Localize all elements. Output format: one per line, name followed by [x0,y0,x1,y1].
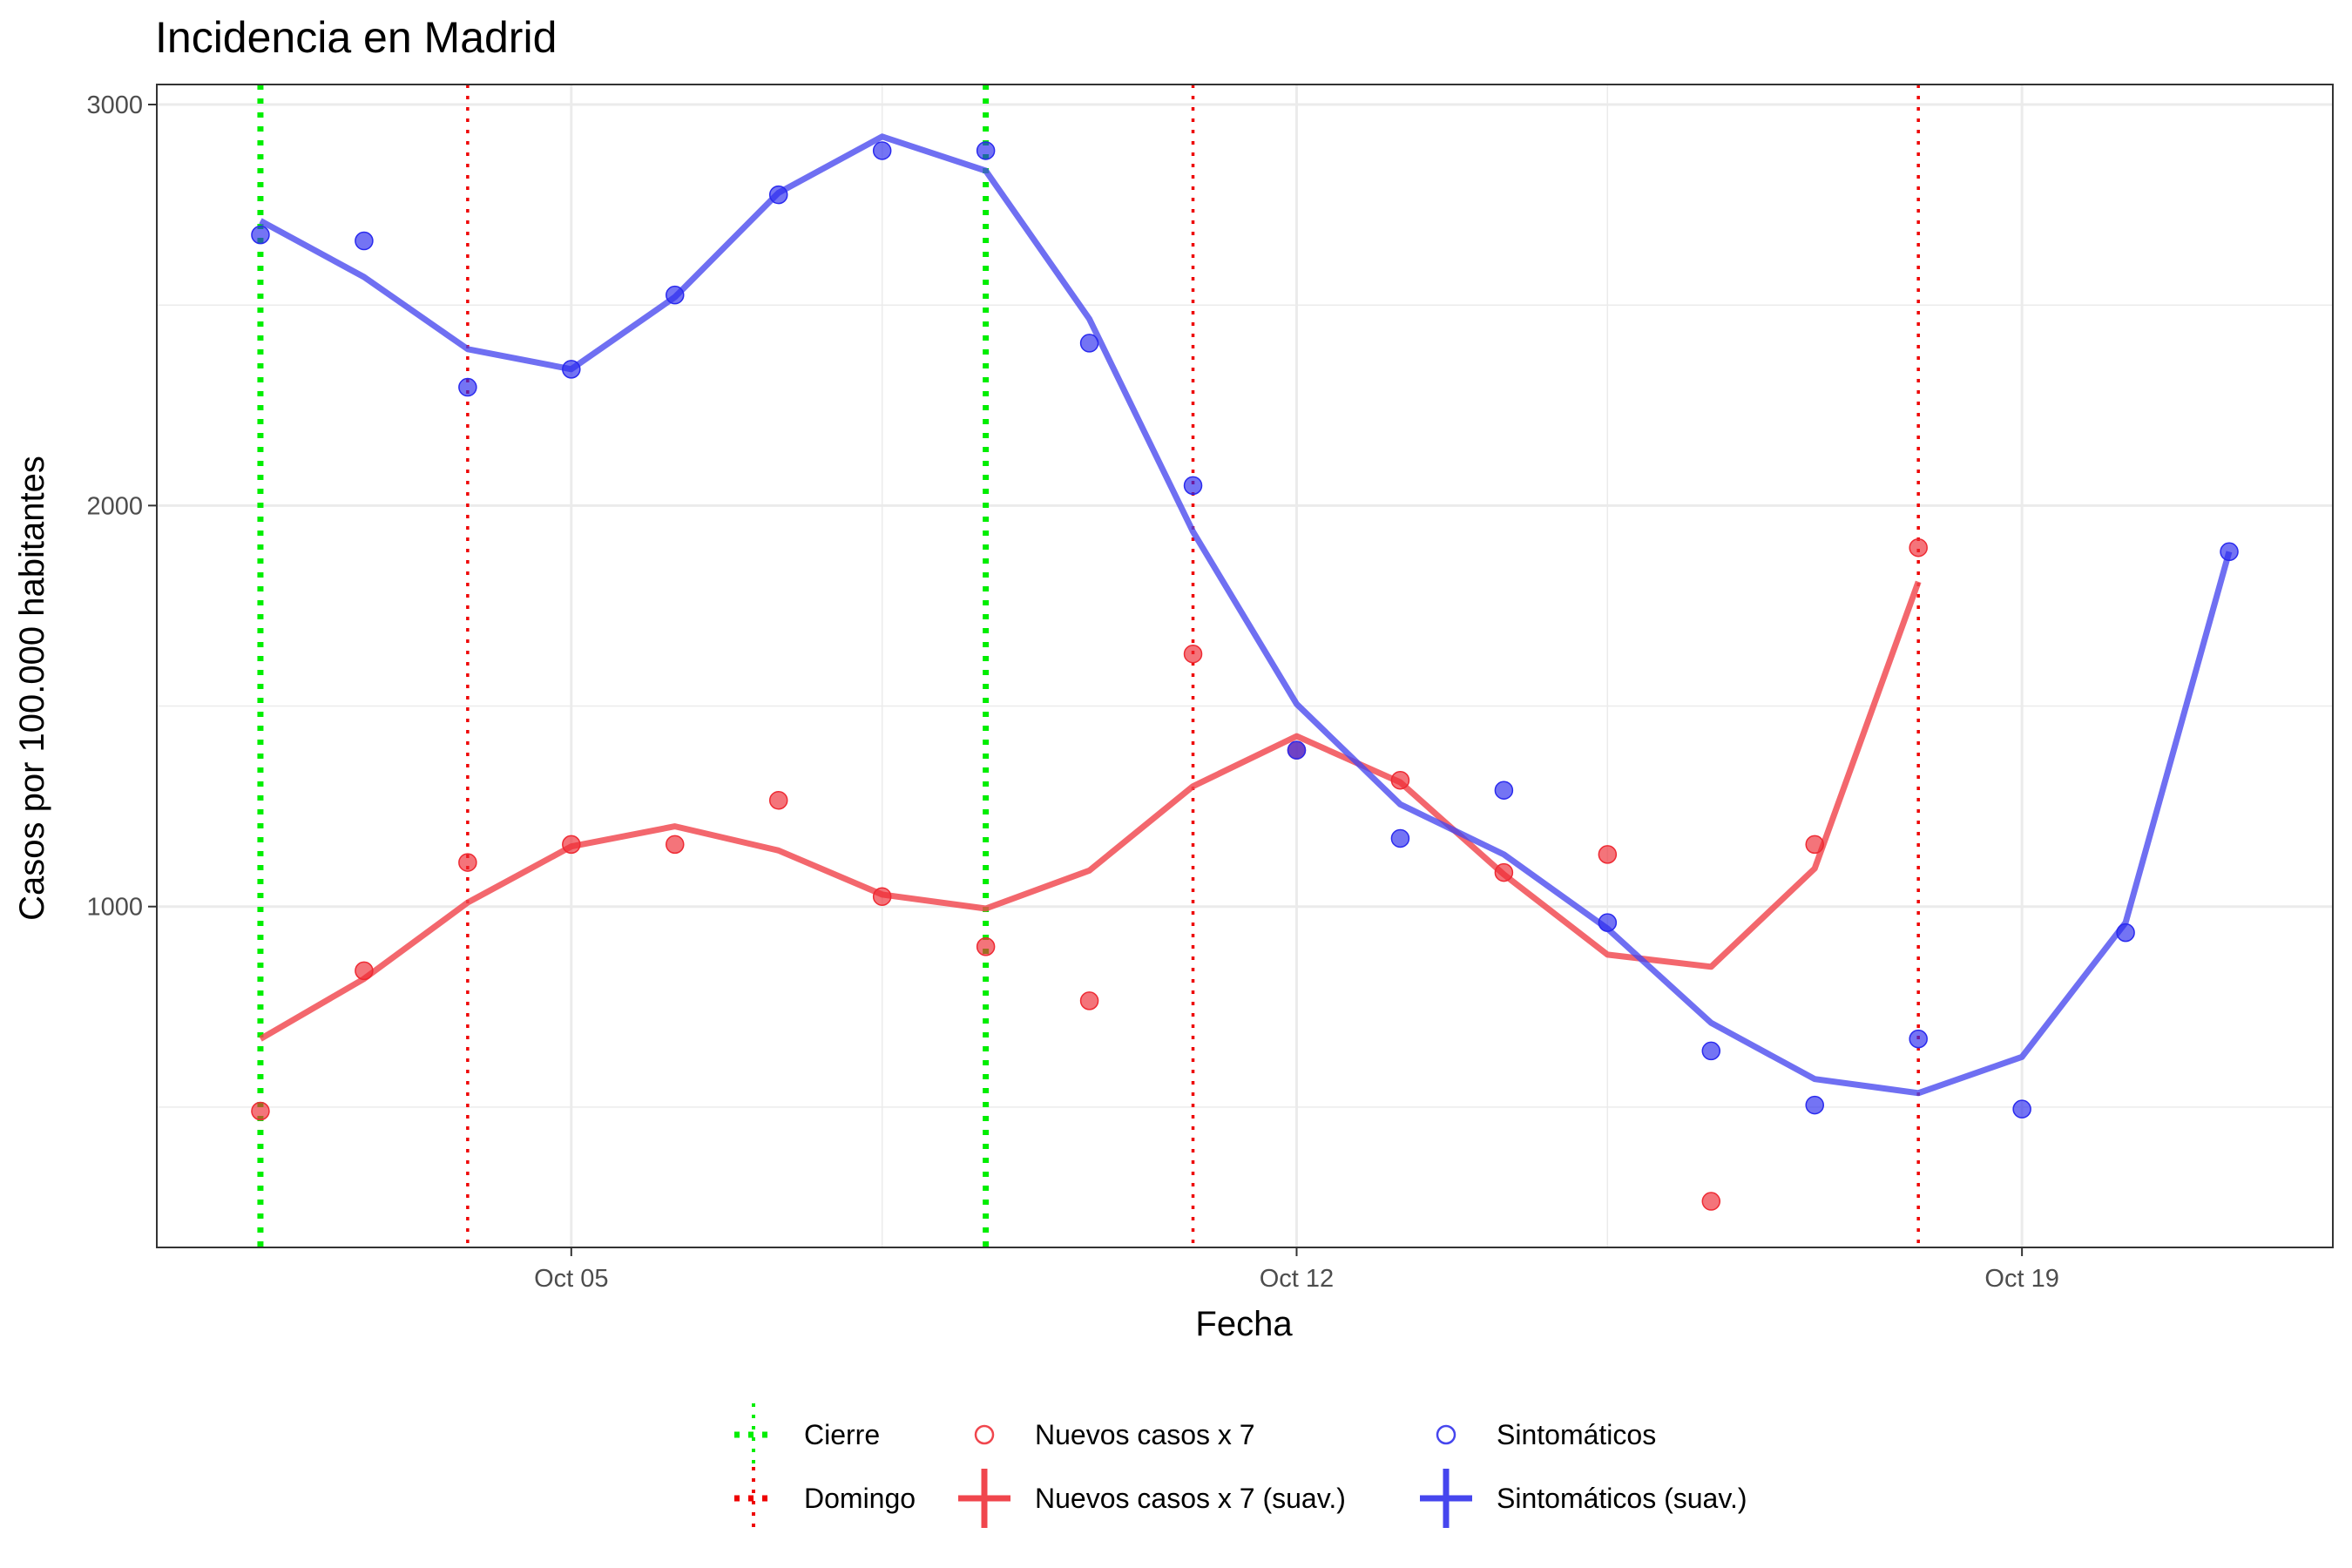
grid [156,84,2333,1247]
nuevos-casos-point [976,936,996,956]
legend-label: Cierre [804,1419,880,1450]
legend-label: Sintomáticos [1497,1419,1656,1450]
sintomaticos-point [1183,476,1203,496]
sintomaticos-point [1909,1029,1928,1049]
sintomaticos-point [1805,1095,1824,1115]
sintomaticos-point [976,141,996,160]
plot-panel [156,84,2334,1248]
nuevos-casos-point [458,853,477,872]
nuevos-casos-point [1909,537,1928,558]
sintomaticos-point [1701,1041,1721,1061]
x-tick-label: Oct 05 [534,1265,608,1293]
sintomaticos-point [562,360,581,379]
y-axis: 1000 2000 3000 [86,91,157,922]
y-axis-title: Casos por 100.000 habitantes [13,456,51,921]
nuevos-casos-point [355,961,374,981]
sintomaticos-smoothed-line [259,133,2233,1097]
legend-label: Nuevos casos x 7 [1035,1419,1255,1450]
sintomaticos-point [2220,542,2239,562]
sintomaticos-point [666,285,685,305]
x-tick-label: Oct 12 [1260,1265,1334,1293]
sintomaticos-point [872,141,892,160]
sintomaticos-point [251,225,270,245]
legend-label: Sintomáticos (suav.) [1497,1483,1747,1514]
nuevos-casos-point [1805,835,1824,855]
sintomaticos-point [458,377,477,397]
sintomaticos-point [1079,334,1099,353]
y-tick-label: 1000 [86,894,143,922]
nuevos-casos-point [1598,845,1618,864]
sintomaticos-point [2012,1099,2031,1119]
nuevos-casos-point [768,790,788,810]
nuevos-casos-point [1390,770,1410,790]
x-tick-label: Oct 19 [1984,1265,2058,1293]
sintomaticos-point [768,185,788,205]
legend-key-nuevos-line [958,1469,1010,1528]
sintomaticos-point [2116,923,2135,943]
x-axis-title: Fecha [1195,1305,1293,1343]
smoothed-lines [259,133,2233,1097]
chart-title: Incidencia en Madrid [155,13,557,62]
nuevos-casos-point [1701,1192,1721,1211]
nuevos-casos-point [1494,862,1514,882]
legend-key-domingo-vline-dotted [734,1467,773,1530]
y-tick-label: 2000 [86,492,143,520]
sintomaticos-point [1598,913,1618,932]
legend-key-nuevos-point [974,1424,995,1445]
nuevos-casos-smoothed-line [259,580,1922,1042]
y-tick-label: 3000 [86,91,143,119]
nuevos-casos-point [1183,644,1203,664]
nuevos-casos-point [251,1101,270,1121]
nuevos-casos-point [666,835,685,855]
legend-label: Domingo [804,1483,916,1514]
legend-key-sintomaticos-point [1436,1424,1456,1445]
sintomaticos-point [1287,740,1307,760]
sintomaticos-point [1390,828,1410,848]
reference-lines [257,84,1920,1247]
data-points [251,141,2239,1211]
legend-label: Nuevos casos x 7 (suav.) [1035,1483,1346,1514]
x-axis: Oct 05 Oct 12 Oct 19 [534,1247,2059,1293]
legend-key-cierre-vline-dotted [734,1403,773,1466]
nuevos-casos-point [872,887,892,906]
nuevos-casos-point [562,835,581,855]
sintomaticos-point [355,231,374,251]
sintomaticos-point [1494,781,1514,800]
legend: Cierre Nuevos casos x 7 Sintomáticos Doming… [734,1403,1747,1530]
legend-key-sintomaticos-line [1420,1469,1472,1528]
nuevos-casos-point [1079,991,1099,1010]
